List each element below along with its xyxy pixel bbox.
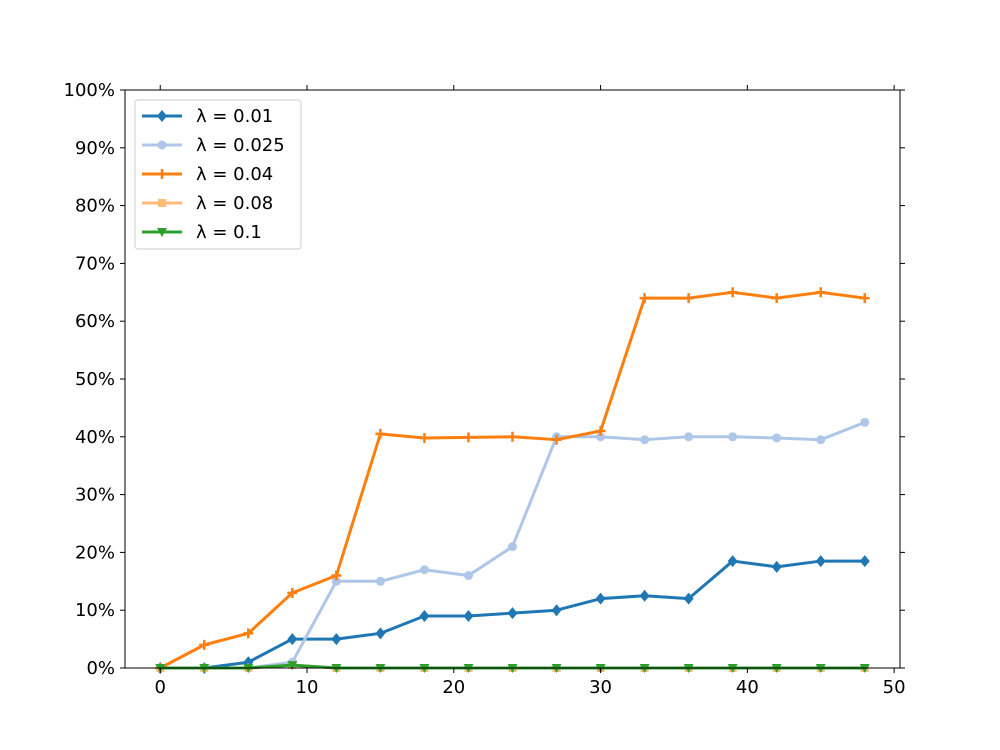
- data-point-0-3: [287, 633, 298, 646]
- legend-item-3: λ = 0.08: [142, 193, 273, 214]
- y-tick-label: 0%: [86, 658, 115, 679]
- data-point-2-9: [551, 434, 562, 445]
- data-point-1-6: [419, 565, 429, 575]
- legend-label-3: λ = 0.08: [196, 193, 273, 214]
- legend-item-1: λ = 0.025: [142, 135, 285, 156]
- data-point-1-14: [772, 433, 782, 443]
- y-tick-label: 90%: [75, 138, 115, 159]
- x-tick-label: 0: [155, 677, 166, 698]
- data-point-2-5: [375, 428, 386, 439]
- data-point-0-5: [375, 627, 386, 640]
- x-tick-label: 30: [589, 677, 612, 698]
- data-point-2-14: [771, 293, 782, 304]
- data-point-1-5: [375, 576, 385, 586]
- legend-label-1: λ = 0.025: [196, 135, 285, 156]
- data-point-1-7: [463, 571, 473, 581]
- legend-marker-3: [158, 199, 166, 207]
- data-point-0-15: [815, 555, 826, 568]
- x-tick-label: 40: [736, 677, 759, 698]
- data-point-1-8: [508, 542, 517, 552]
- data-point-2-6: [419, 432, 430, 443]
- legend-marker-0: [157, 110, 167, 122]
- data-point-1-4: [331, 576, 341, 586]
- data-point-1-16: [860, 417, 870, 427]
- legend-item-4: λ = 0.1: [142, 222, 262, 243]
- legend-marker-1: [157, 140, 167, 150]
- data-point-0-13: [727, 555, 738, 568]
- y-tick-label: 80%: [75, 196, 115, 217]
- data-point-1-15: [816, 435, 826, 445]
- legend-label-0: λ = 0.01: [196, 106, 273, 127]
- data-point-1-12: [684, 432, 694, 442]
- legend: λ = 0.01 λ = 0.025 λ = 0.04 λ = 0.08 λ = 0.1: [134, 99, 302, 250]
- data-point-1-13: [728, 432, 738, 442]
- data-point-2-7: [463, 432, 474, 443]
- data-point-0-8: [507, 607, 518, 620]
- y-tick-label: 20%: [75, 542, 115, 563]
- y-axis: 0% 10% 20% 30% 40% 50% 60% 70% 80% 90% 100%: [64, 80, 905, 679]
- data-point-0-14: [771, 560, 782, 573]
- series-0: [155, 555, 870, 674]
- data-point-0-11: [639, 589, 650, 602]
- x-axis: 0 10 20 30 40 50: [155, 85, 906, 698]
- y-tick-label: 70%: [75, 253, 115, 274]
- legend-box: [134, 99, 302, 250]
- data-point-1-10: [596, 432, 606, 442]
- legend-marker-4: [157, 228, 167, 237]
- y-tick-label: 10%: [75, 600, 115, 621]
- legend-marker-2: [157, 169, 167, 179]
- data-point-0-7: [463, 609, 474, 622]
- legend-label-4: λ = 0.1: [196, 222, 262, 243]
- y-tick-label: 40%: [75, 427, 115, 448]
- x-tick-label: 50: [883, 677, 906, 698]
- data-point-0-6: [419, 609, 430, 622]
- data-point-2-16: [859, 293, 870, 304]
- data-point-2-1: [199, 639, 210, 650]
- data-point-0-12: [683, 592, 694, 605]
- y-tick-label: 30%: [75, 485, 115, 506]
- data-point-0-10: [595, 592, 606, 605]
- data-point-2-13: [727, 287, 738, 298]
- y-tick-label: 50%: [75, 369, 115, 390]
- legend-item-2: λ = 0.04: [142, 164, 273, 185]
- data-point-4-3: [287, 661, 298, 671]
- data-point-2-10: [595, 426, 606, 437]
- data-point-2-3: [287, 587, 298, 598]
- x-tick-label: 20: [442, 677, 465, 698]
- series-1: [155, 417, 870, 673]
- data-point-2-8: [507, 431, 518, 442]
- y-tick-label: 100%: [64, 80, 115, 101]
- data-point-2-2: [243, 628, 254, 639]
- legend-item-0: λ = 0.01: [142, 106, 273, 127]
- x-tick-label: 10: [296, 677, 319, 698]
- series-layer: [155, 287, 870, 674]
- data-point-0-9: [551, 604, 562, 617]
- data-point-1-11: [640, 435, 650, 445]
- data-point-0-16: [859, 555, 870, 568]
- series-4: [155, 661, 870, 673]
- y-tick-label: 60%: [75, 311, 115, 332]
- data-point-2-15: [815, 287, 826, 298]
- legend-label-2: λ = 0.04: [196, 164, 273, 185]
- data-point-2-11: [639, 293, 650, 304]
- data-point-2-12: [683, 293, 694, 304]
- data-point-0-4: [331, 633, 342, 646]
- data-point-2-4: [331, 570, 342, 581]
